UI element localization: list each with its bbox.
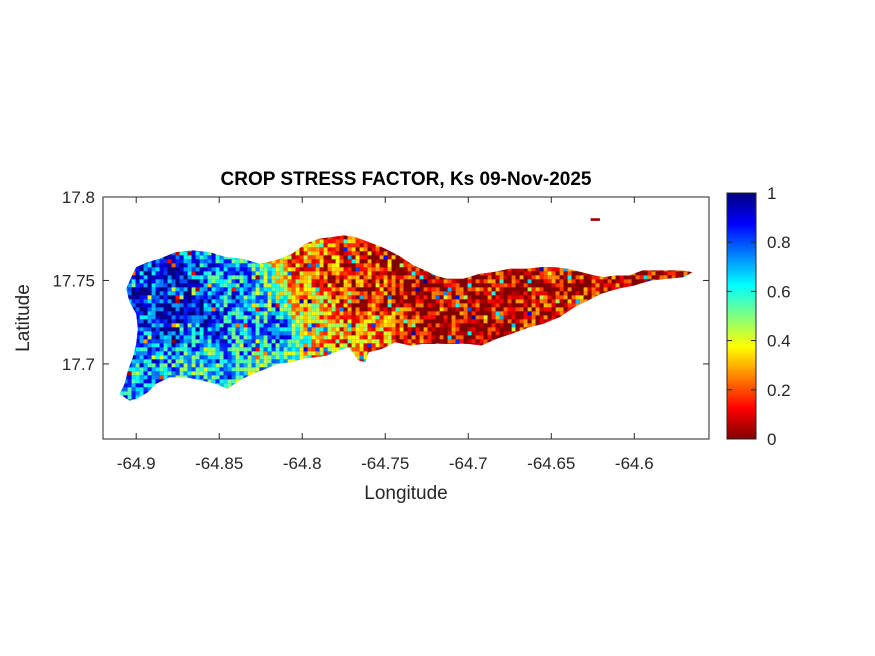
colorbar-tick-label: 0.6 — [767, 282, 791, 301]
colorbar-tick-label: 0 — [767, 430, 776, 449]
colorbar-tick-label: 1 — [767, 184, 776, 203]
plot-area-frame — [102, 196, 710, 440]
x-axis-title: Longitude — [364, 483, 447, 504]
colorbar-tick-label: 0.4 — [767, 332, 791, 351]
colorbar — [726, 192, 757, 440]
x-tick-label: -64.65 — [527, 454, 575, 473]
x-tick-label: -64.7 — [449, 454, 488, 473]
y-axis-ticks: 17.7 17.75 17.8 — [52, 188, 709, 374]
stress-map-layer — [119, 218, 693, 401]
x-tick-label: -64.6 — [615, 454, 654, 473]
x-tick-label: -64.75 — [361, 454, 409, 473]
x-axis-ticks: -64.9 -64.85 -64.8 -64.75 -64.7 -64.65 -64.6 — [117, 197, 654, 473]
x-tick-label: -64.9 — [117, 454, 156, 473]
islet — [590, 218, 600, 221]
colorbar-tick-label: 0.8 — [767, 233, 791, 252]
plot-title: CROP STRESS FACTOR, Ks 09-Nov-2025 — [221, 169, 592, 190]
island-raster — [119, 235, 693, 401]
x-tick-label: -64.85 — [195, 454, 243, 473]
colorbar-ticks: 0 0.2 0.4 0.6 0.8 1 — [727, 184, 791, 449]
y-tick-label: 17.75 — [52, 271, 95, 290]
y-tick-label: 17.8 — [62, 188, 95, 207]
colorbar-tick-label: 0.2 — [767, 381, 791, 400]
x-tick-label: -64.8 — [283, 454, 322, 473]
y-axis-title: Latitude — [13, 284, 34, 352]
y-tick-label: 17.7 — [62, 355, 95, 374]
